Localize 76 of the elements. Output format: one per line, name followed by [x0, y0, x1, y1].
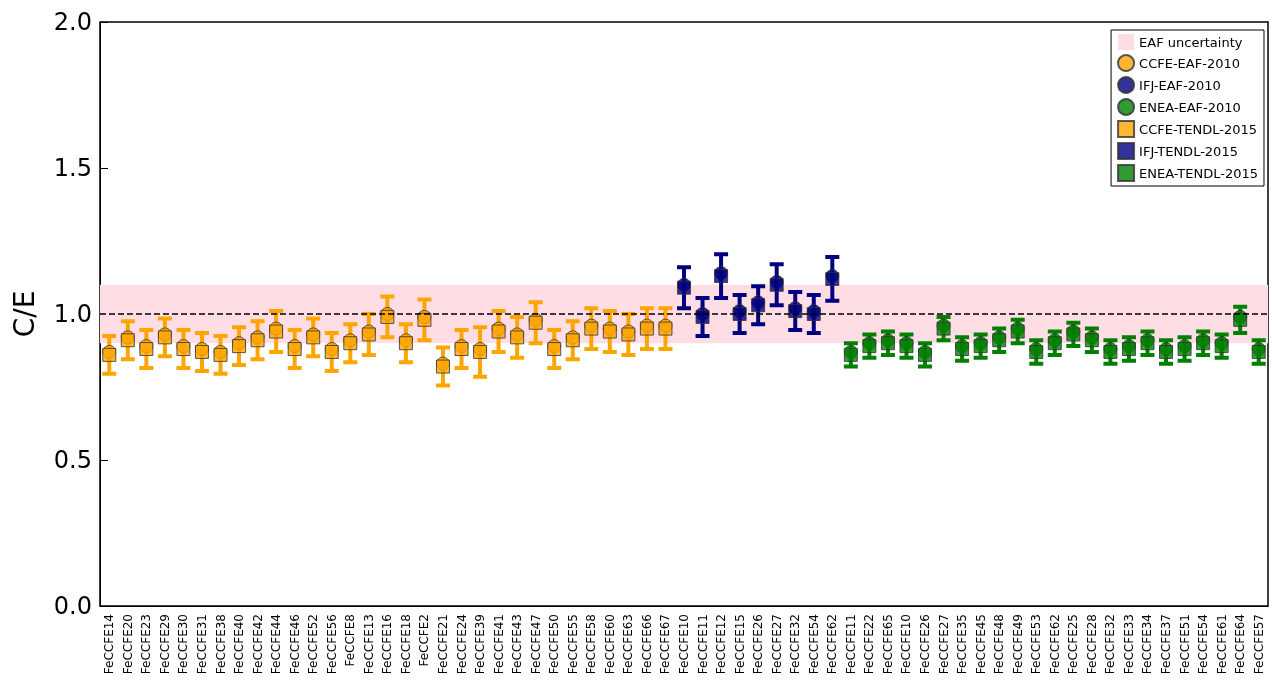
x-tick-label: FeCCFE54 — [1196, 614, 1211, 675]
x-tick-label: FeCCFE10 — [677, 614, 691, 675]
x-tick-label: FeCCFE8 — [343, 614, 358, 667]
x-tick-label: FeCCFE39 — [473, 614, 488, 675]
y-tick-label: 0.0 — [53, 592, 92, 620]
x-tick-label: FeCCFE64 — [1233, 614, 1248, 675]
x-tick-label: FeCCFE56 — [324, 614, 339, 675]
x-tick-label: FeCCFE14 — [102, 614, 117, 675]
x-tick-label: FeCCFE24 — [454, 614, 469, 675]
x-tick-label: FeCCFE26 — [918, 614, 933, 675]
y-tick-label: 1.0 — [53, 300, 92, 328]
x-tick-label: FeCCFE62 — [825, 614, 840, 675]
legend-label: EAF uncertainty — [1139, 34, 1243, 50]
x-tick-label: FeCCFE27 — [936, 614, 951, 675]
x-tick-label: FeCCFE49 — [1010, 614, 1025, 675]
x-tick-label: FeCCFE67 — [658, 614, 673, 675]
x-tick-label: FeCCFE12 — [714, 614, 729, 675]
x-tick-label: FeCCFE13 — [361, 614, 376, 675]
x-tick-label: FeCCFE26 — [751, 614, 766, 675]
y-tick-label: 0.5 — [53, 446, 92, 474]
x-tick-label: FeCCFE16 — [380, 614, 395, 675]
x-tick-label: FeCCFE54 — [806, 614, 821, 675]
x-tick-label: FeCCFE21 — [435, 614, 450, 675]
x-tick-label: FeCCFE45 — [973, 614, 988, 675]
y-tick-label: 2.0 — [53, 8, 92, 36]
x-tick-label: FeCCFE25 — [1066, 614, 1081, 675]
x-tick-label: FeCCFE40 — [232, 614, 247, 675]
x-tick-label: FeCCFE66 — [639, 614, 654, 675]
x-tick-label: FeCCFE44 — [269, 614, 284, 675]
x-tick-label: FeCCFE63 — [621, 614, 636, 675]
x-tick-label: FeCCFE11 — [843, 614, 858, 675]
x-tick-label: FeCCFE20 — [120, 614, 135, 675]
x-tick-label: FeCCFE61 — [1214, 614, 1229, 675]
x-tick-label: FeCCFE32 — [1103, 614, 1118, 675]
x-tick-label: FeCCFE62 — [1047, 614, 1062, 675]
x-tick-label: FeCCFE57 — [1251, 614, 1266, 675]
x-tick-label: FeCCFE33 — [1121, 614, 1136, 675]
y-axis-title: C/E — [7, 290, 41, 338]
x-tick-label: FeCCFE38 — [213, 614, 228, 675]
x-tick-label: FeCCFE28 — [1084, 614, 1099, 675]
x-tick-label: FeCCFE58 — [584, 614, 599, 675]
x-tick-label: FeCCFE50 — [547, 614, 562, 675]
x-tick-label: FeCCFE37 — [1159, 614, 1174, 675]
x-tick-label: FeCCFE41 — [491, 614, 506, 675]
x-tick-label: FeCCFE32 — [788, 614, 803, 675]
x-tick-label: FeCCFE29 — [157, 614, 172, 675]
x-tick-label: FeCCFE18 — [398, 614, 413, 675]
x-tick-label: FeCCFE55 — [565, 614, 580, 675]
legend-label: ENEA-EAF-2010 — [1139, 99, 1241, 115]
x-tick-label: FeCCFE65 — [880, 614, 895, 675]
x-tick-label: FeCCFE22 — [862, 614, 877, 675]
x-tick-label: FeCCFE46 — [287, 614, 302, 675]
legend-label: ENEA-TENDL-2015 — [1139, 165, 1258, 181]
x-tick-label: FeCCFE30 — [176, 614, 191, 675]
x-tick-label: FeCCFE52 — [306, 614, 321, 675]
x-tick-label: FeCCFE15 — [732, 614, 747, 675]
legend-label: CCFE-TENDL-2015 — [1139, 121, 1258, 137]
x-tick-label: FeCCFE60 — [602, 614, 617, 675]
x-tick-label: FeCCFE2 — [417, 614, 432, 667]
x-tick-label: FeCCFE35 — [955, 614, 970, 675]
x-tick-label: FeCCFE23 — [139, 614, 154, 675]
x-tick-label: FeCCFE47 — [528, 614, 543, 675]
x-tick-label: FeCCFE11 — [695, 614, 710, 675]
x-tick-label: FeCCFE43 — [510, 614, 525, 675]
x-tick-label: FeCCFE51 — [1177, 614, 1192, 675]
x-tick-label: FeCCFE48 — [992, 614, 1007, 675]
x-tick-label: FeCCFE34 — [1140, 614, 1155, 675]
legend-label: CCFE-EAF-2010 — [1139, 55, 1240, 71]
y-tick-label: 1.5 — [53, 154, 92, 182]
x-tick-label: FeCCFE53 — [1029, 614, 1044, 675]
x-tick-label: FeCCFE10 — [899, 614, 914, 675]
x-tick-label: FeCCFE42 — [250, 614, 265, 675]
legend-label: IFJ-TENDL-2015 — [1139, 143, 1238, 159]
x-tick-label: FeCCFE31 — [194, 614, 209, 675]
legend-label: IFJ-EAF-2010 — [1139, 77, 1221, 93]
x-tick-label: FeCCFE27 — [769, 614, 784, 675]
